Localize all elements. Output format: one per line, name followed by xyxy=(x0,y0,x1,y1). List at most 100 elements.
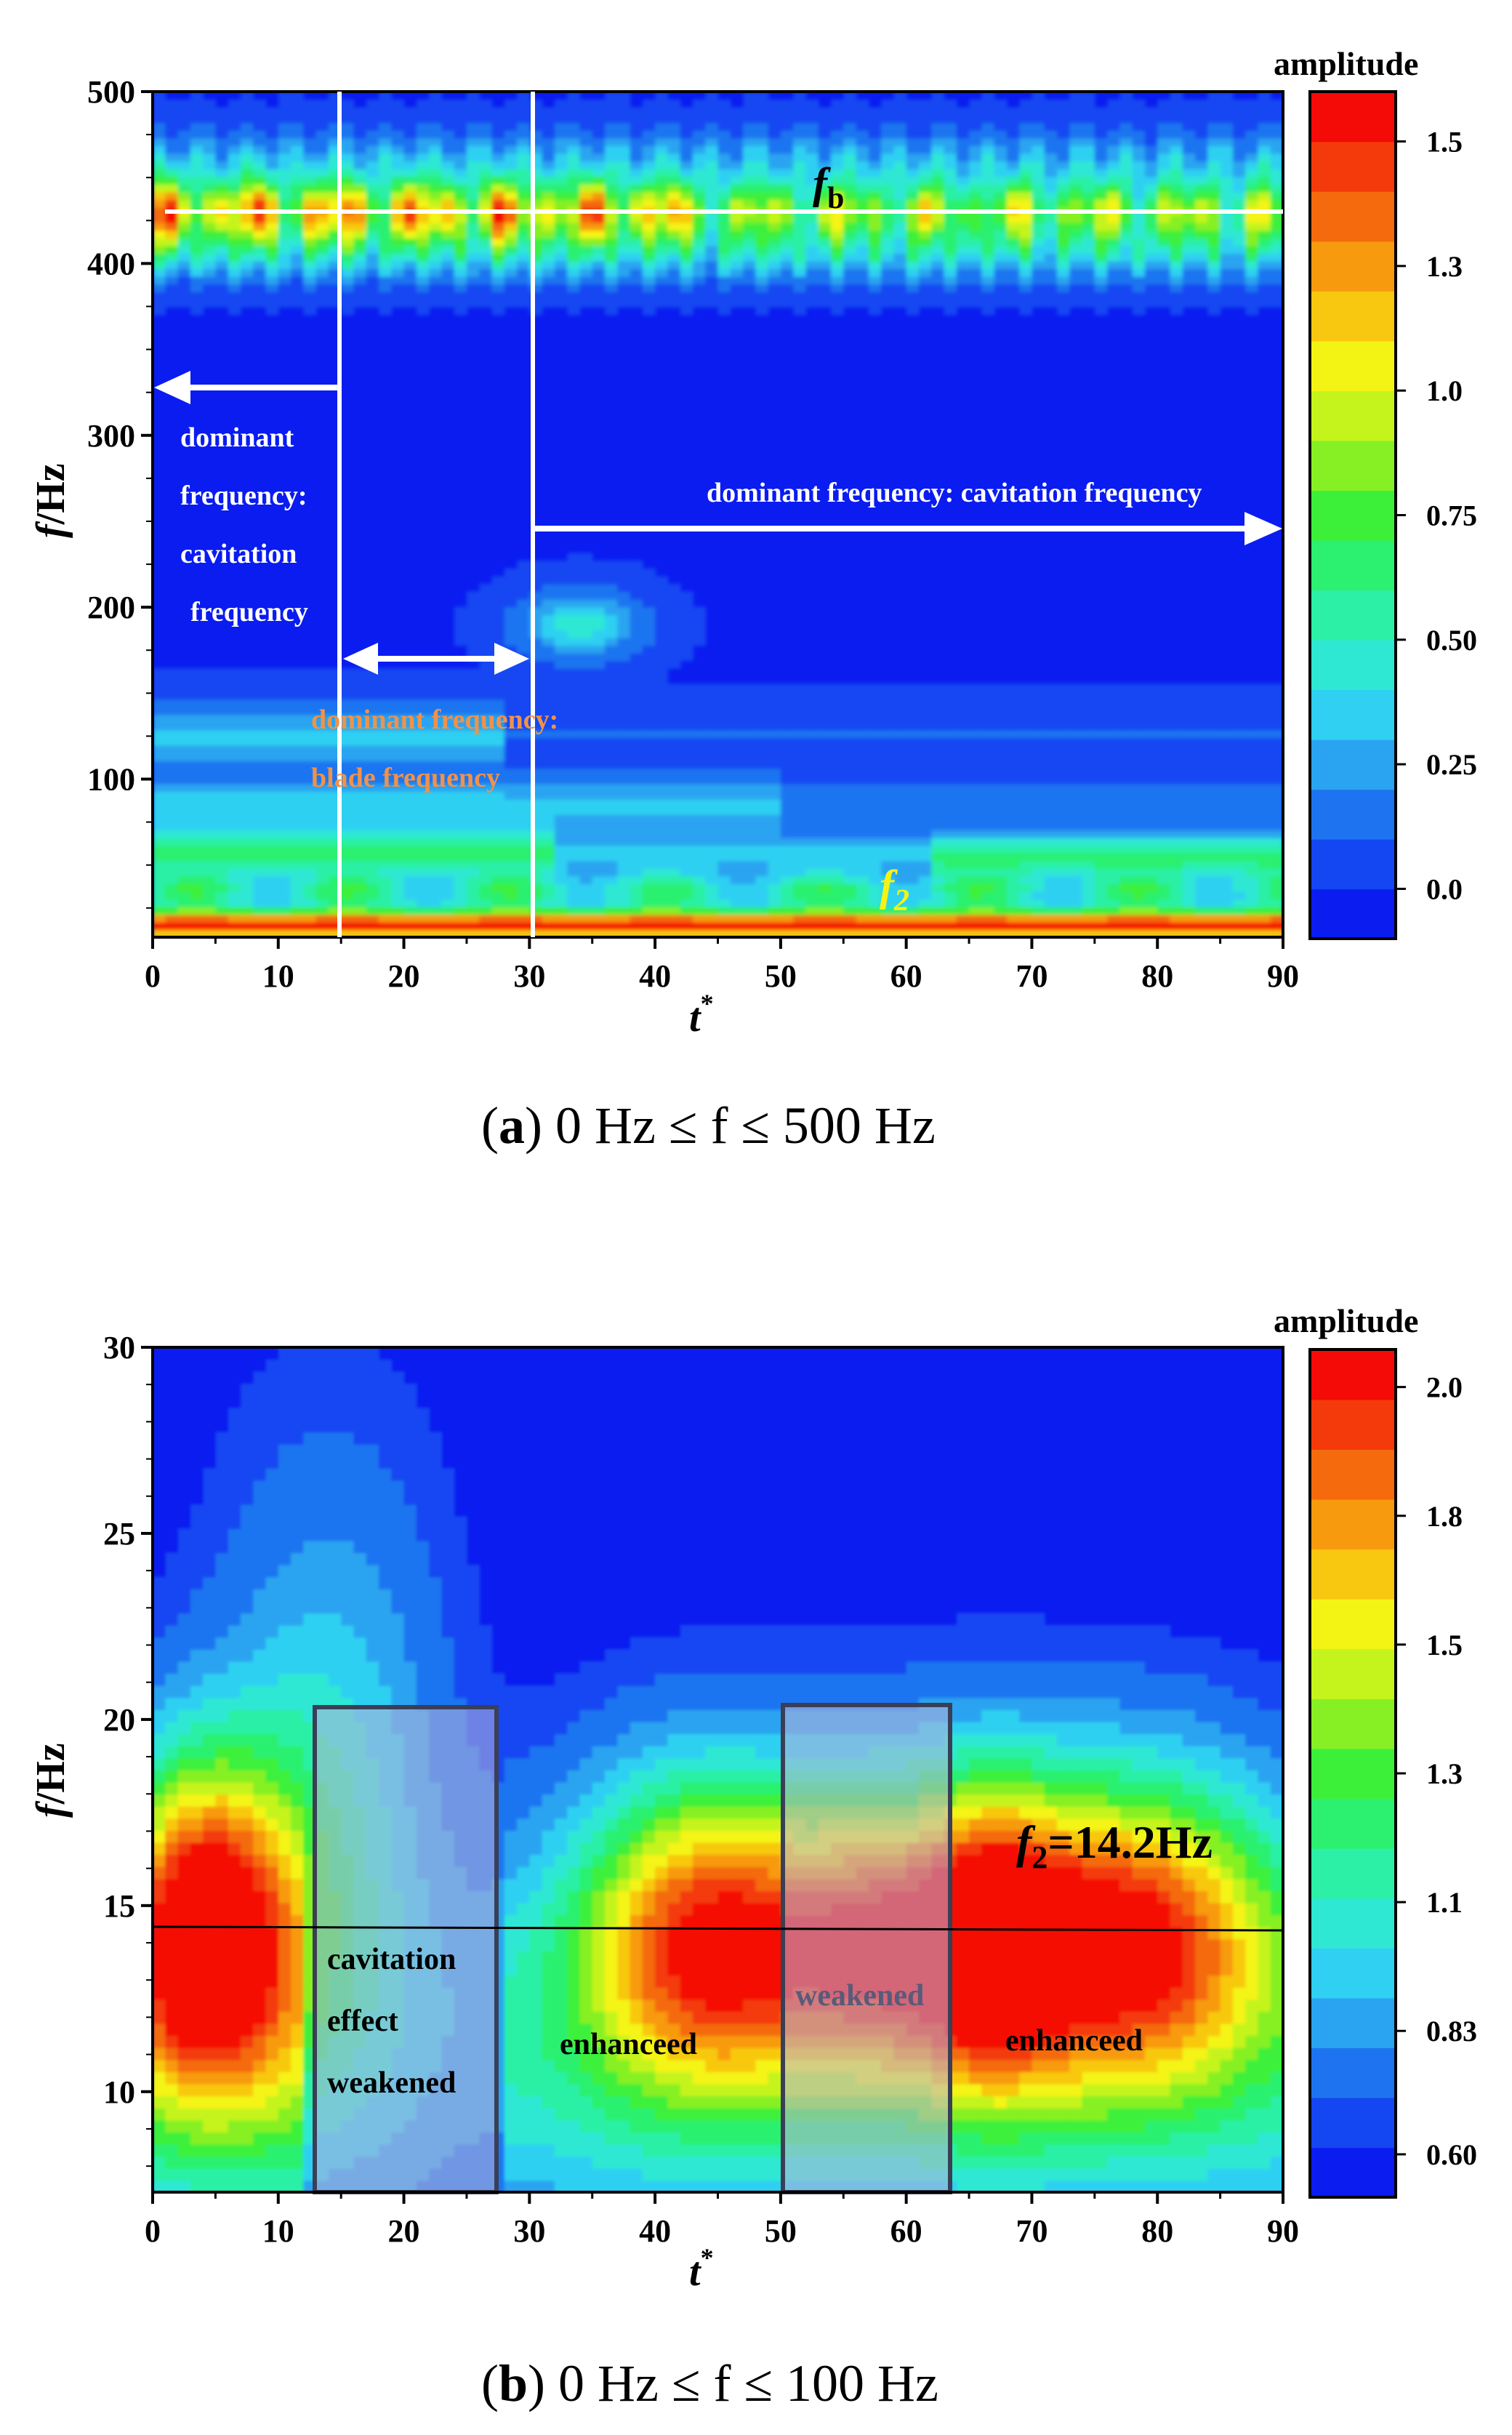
heatmap-cell xyxy=(579,867,593,877)
heatmap-cell xyxy=(630,129,643,139)
heatmap-cell xyxy=(1032,268,1045,277)
heatmap-cell xyxy=(705,122,719,131)
heatmap-cell xyxy=(177,845,191,854)
heatmap-cell xyxy=(315,253,329,262)
heatmap-cell xyxy=(579,883,593,892)
heatmap-cell xyxy=(190,722,204,731)
heatmap-cell xyxy=(441,214,455,223)
heatmap-cell xyxy=(843,737,857,746)
heatmap-cell xyxy=(517,668,531,677)
heatmap-cell xyxy=(743,145,757,154)
heatmap-cell xyxy=(818,153,832,162)
heatmap-cell xyxy=(642,867,656,877)
heatmap-cell xyxy=(1019,691,1033,700)
heatmap-cell xyxy=(743,299,757,308)
heatmap-cell xyxy=(630,176,643,185)
heatmap-cell xyxy=(868,729,882,739)
heatmap-cell xyxy=(881,245,895,254)
heatmap-cell xyxy=(379,699,393,707)
heatmap-cell xyxy=(479,645,493,654)
heatmap-cell xyxy=(931,891,945,900)
heatmap-cell xyxy=(780,145,795,154)
heatmap-cell xyxy=(881,691,895,700)
heatmap-cell xyxy=(579,237,593,246)
heatmap-cell xyxy=(931,768,945,777)
heatmap-cell xyxy=(165,852,179,862)
heatmap-cell xyxy=(843,122,857,131)
heatmap-cell xyxy=(667,706,681,715)
heatmap-cell xyxy=(366,899,379,907)
heatmap-cell xyxy=(379,107,393,116)
heatmap-cell xyxy=(228,307,241,316)
heatmap-cell xyxy=(504,591,518,600)
heatmap-cell xyxy=(379,760,393,769)
heatmap-cell xyxy=(291,914,305,923)
heatmap-cell xyxy=(743,691,757,700)
heatmap-cell xyxy=(215,222,229,231)
heatmap-cell xyxy=(517,630,531,638)
heatmap-cell xyxy=(793,891,807,900)
heatmap-cell xyxy=(1032,906,1045,915)
heatmap-cell xyxy=(944,899,957,907)
heatmap-cell xyxy=(680,860,693,869)
heatmap-cell xyxy=(567,675,581,685)
heatmap-cell xyxy=(1006,153,1021,162)
heatmap-cell xyxy=(843,237,857,246)
heatmap-cell xyxy=(542,276,555,285)
heatmap-cell xyxy=(893,268,907,277)
heatmap-cell xyxy=(592,176,606,185)
heatmap-cell xyxy=(755,691,769,700)
heatmap-cell xyxy=(906,768,920,777)
heatmap-cell xyxy=(341,176,355,185)
heatmap-cell xyxy=(893,806,907,815)
heatmap-cell xyxy=(667,798,681,808)
heatmap-cell xyxy=(956,883,970,892)
heatmap-cell xyxy=(931,161,945,169)
heatmap-cell xyxy=(981,268,995,277)
heatmap-cell xyxy=(240,129,254,139)
heatmap-cell xyxy=(454,776,467,785)
heatmap-cell xyxy=(893,837,907,846)
heatmap-cell xyxy=(328,161,342,169)
heatmap-cell xyxy=(893,768,907,777)
heatmap-cell xyxy=(931,814,945,823)
heatmap-cell xyxy=(542,852,555,862)
heatmap-cell xyxy=(504,622,518,631)
heatmap-cell xyxy=(743,891,757,900)
heatmap-cell xyxy=(793,214,807,223)
heatmap-cell xyxy=(868,122,882,131)
heatmap-cell xyxy=(743,753,757,761)
heatmap-cell xyxy=(479,114,493,124)
heatmap-cell xyxy=(818,791,832,800)
heatmap-cell xyxy=(441,722,455,731)
heatmap-cell xyxy=(705,845,719,854)
heatmap-cell xyxy=(969,867,983,877)
heatmap-cell xyxy=(403,168,417,177)
heatmap-cell xyxy=(743,191,757,200)
heatmap-cell xyxy=(1032,176,1045,185)
heatmap-cell xyxy=(793,183,807,193)
heatmap-cell xyxy=(567,145,581,154)
heatmap-cell xyxy=(617,222,631,231)
heatmap-cell xyxy=(1057,176,1071,185)
heatmap-cell xyxy=(291,906,305,915)
heatmap-cell xyxy=(291,899,305,907)
heatmap-cell xyxy=(1107,276,1121,285)
heatmap-cell xyxy=(416,737,430,746)
heatmap-cell xyxy=(353,875,367,884)
heatmap-cell xyxy=(153,260,166,270)
heatmap-cell xyxy=(253,176,267,185)
heatmap-cell xyxy=(906,837,920,846)
heatmap-cell xyxy=(1006,867,1021,877)
heatmap-cell xyxy=(680,153,693,162)
heatmap-cell xyxy=(454,253,467,262)
heatmap-cell xyxy=(780,929,795,937)
heatmap-cell xyxy=(605,883,619,892)
heatmap-cell xyxy=(805,168,819,177)
heatmap-cell xyxy=(642,783,656,793)
heatmap-cell xyxy=(190,814,204,823)
heatmap-cell xyxy=(567,614,581,623)
heatmap-cell xyxy=(253,753,267,761)
heatmap-cell xyxy=(692,268,707,277)
heatmap-cell xyxy=(579,637,593,646)
